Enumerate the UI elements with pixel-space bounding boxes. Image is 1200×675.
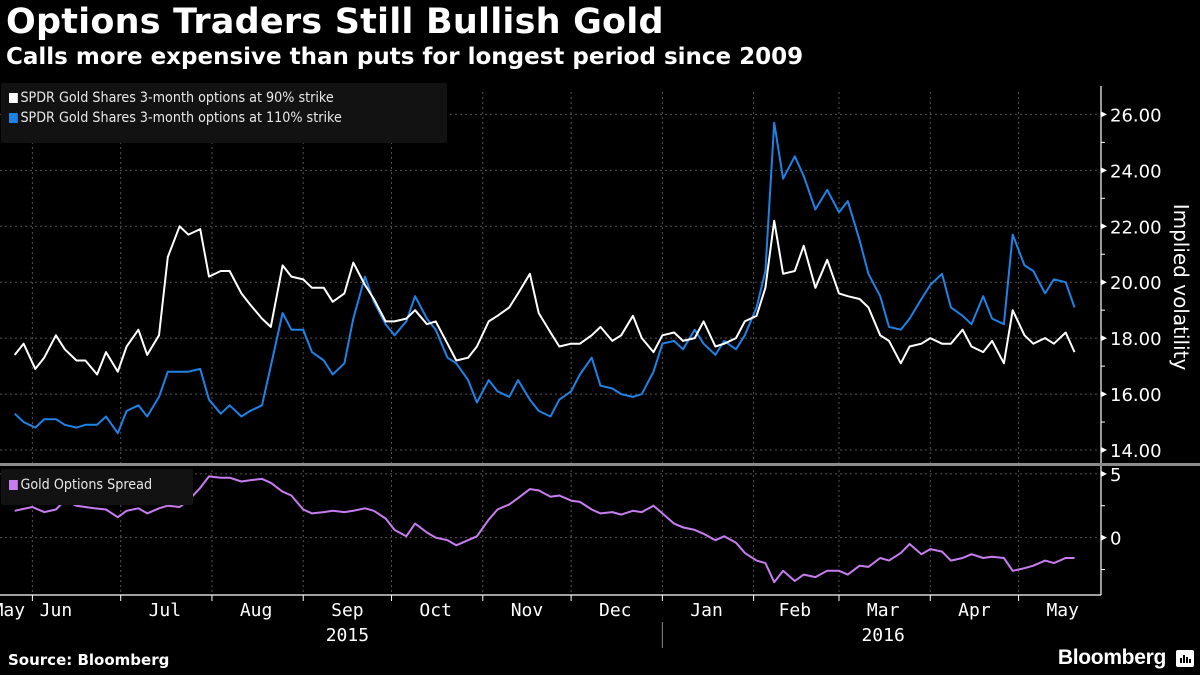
x-tick-label: May xyxy=(1046,600,1079,621)
upper-gridlines xyxy=(0,92,1101,464)
chart-title: Options Traders Still Bullish Gold xyxy=(6,2,664,42)
y-tick xyxy=(1101,223,1107,230)
y-tick-label: 5 xyxy=(1110,465,1121,486)
y-tick xyxy=(1101,167,1107,174)
y-tick-label: 26.00 xyxy=(1110,105,1162,126)
source-note: Source: Bloomberg xyxy=(8,651,170,669)
series-line-spdr-gold-shares-3-month-options-at-110-strike xyxy=(14,121,1076,435)
y-tick xyxy=(1101,391,1107,398)
y-tick xyxy=(1101,335,1107,342)
y-tick-label: 18.00 xyxy=(1110,329,1162,350)
y-tick-label: 14.00 xyxy=(1110,441,1162,462)
bloomberg-logo-text: Bloomberg xyxy=(1057,646,1166,669)
series-line-spdr-gold-shares-3-month-options-at-90-strike xyxy=(13,219,1076,376)
legend-swatch-white xyxy=(9,93,18,103)
x-year-label: 2016 xyxy=(861,625,904,646)
legend-swatch-purple xyxy=(9,480,18,490)
legend-item-spread: Gold Options Spread xyxy=(9,477,152,493)
series-line-gold-options-spread xyxy=(14,475,1075,584)
x-tick-label: Apr xyxy=(958,600,991,621)
upper-series xyxy=(13,121,1076,435)
x-tick-label: Sep xyxy=(331,600,364,621)
y-tick-label: 0 xyxy=(1110,529,1121,550)
x-tick-label: Jul xyxy=(149,600,182,621)
y-tick xyxy=(1101,447,1107,454)
x-tick-label: Feb xyxy=(779,600,812,621)
legend-upper: SPDR Gold Shares 3-month options at 90% … xyxy=(1,83,447,143)
y-tick xyxy=(1101,470,1107,477)
y-tick-label: 22.00 xyxy=(1110,217,1162,238)
bloomberg-chart-icon xyxy=(1176,650,1194,667)
y-tick xyxy=(1101,279,1107,286)
x-tick-label: Oct xyxy=(419,600,452,621)
axes: 14.00 16.00 18.00 20.00 22.00 24.00 26.00 0 5 May… xyxy=(0,86,1200,648)
panel-divider xyxy=(0,463,1200,466)
chart-subtitle: Calls more expensive than puts for longe… xyxy=(6,44,804,70)
x-tick-label: Mar xyxy=(867,600,900,621)
y-axis-label: Implied volatility xyxy=(1169,204,1193,371)
y-tick-label: 24.00 xyxy=(1110,161,1162,182)
x-tick-label: Dec xyxy=(599,600,632,621)
legend-label: SPDR Gold Shares 3-month options at 90% … xyxy=(20,90,334,106)
legend-label: Gold Options Spread xyxy=(20,477,153,493)
legend-item-90-strike: SPDR Gold Shares 3-month options at 90% … xyxy=(9,90,334,106)
legend-label: SPDR Gold Shares 3-month options at 110%… xyxy=(20,110,342,126)
x-year-label: 2015 xyxy=(326,625,369,646)
x-tick-label: May xyxy=(0,600,25,621)
x-tick-label: Aug xyxy=(240,600,273,621)
x-tick-label: Jun xyxy=(40,600,73,621)
legend-lower: Gold Options Spread xyxy=(1,469,193,505)
x-tick-label: Jan xyxy=(690,600,723,621)
lower-gridlines xyxy=(0,470,1101,595)
y-tick xyxy=(1101,111,1107,118)
lower-series xyxy=(14,475,1075,584)
legend-item-110-strike: SPDR Gold Shares 3-month options at 110%… xyxy=(9,110,342,126)
y-tick-label: 16.00 xyxy=(1110,385,1162,406)
y-tick xyxy=(1101,534,1107,541)
y-tick-label: 20.00 xyxy=(1110,273,1162,294)
x-tick-label: Nov xyxy=(511,600,544,621)
legend-swatch-blue xyxy=(9,113,18,123)
